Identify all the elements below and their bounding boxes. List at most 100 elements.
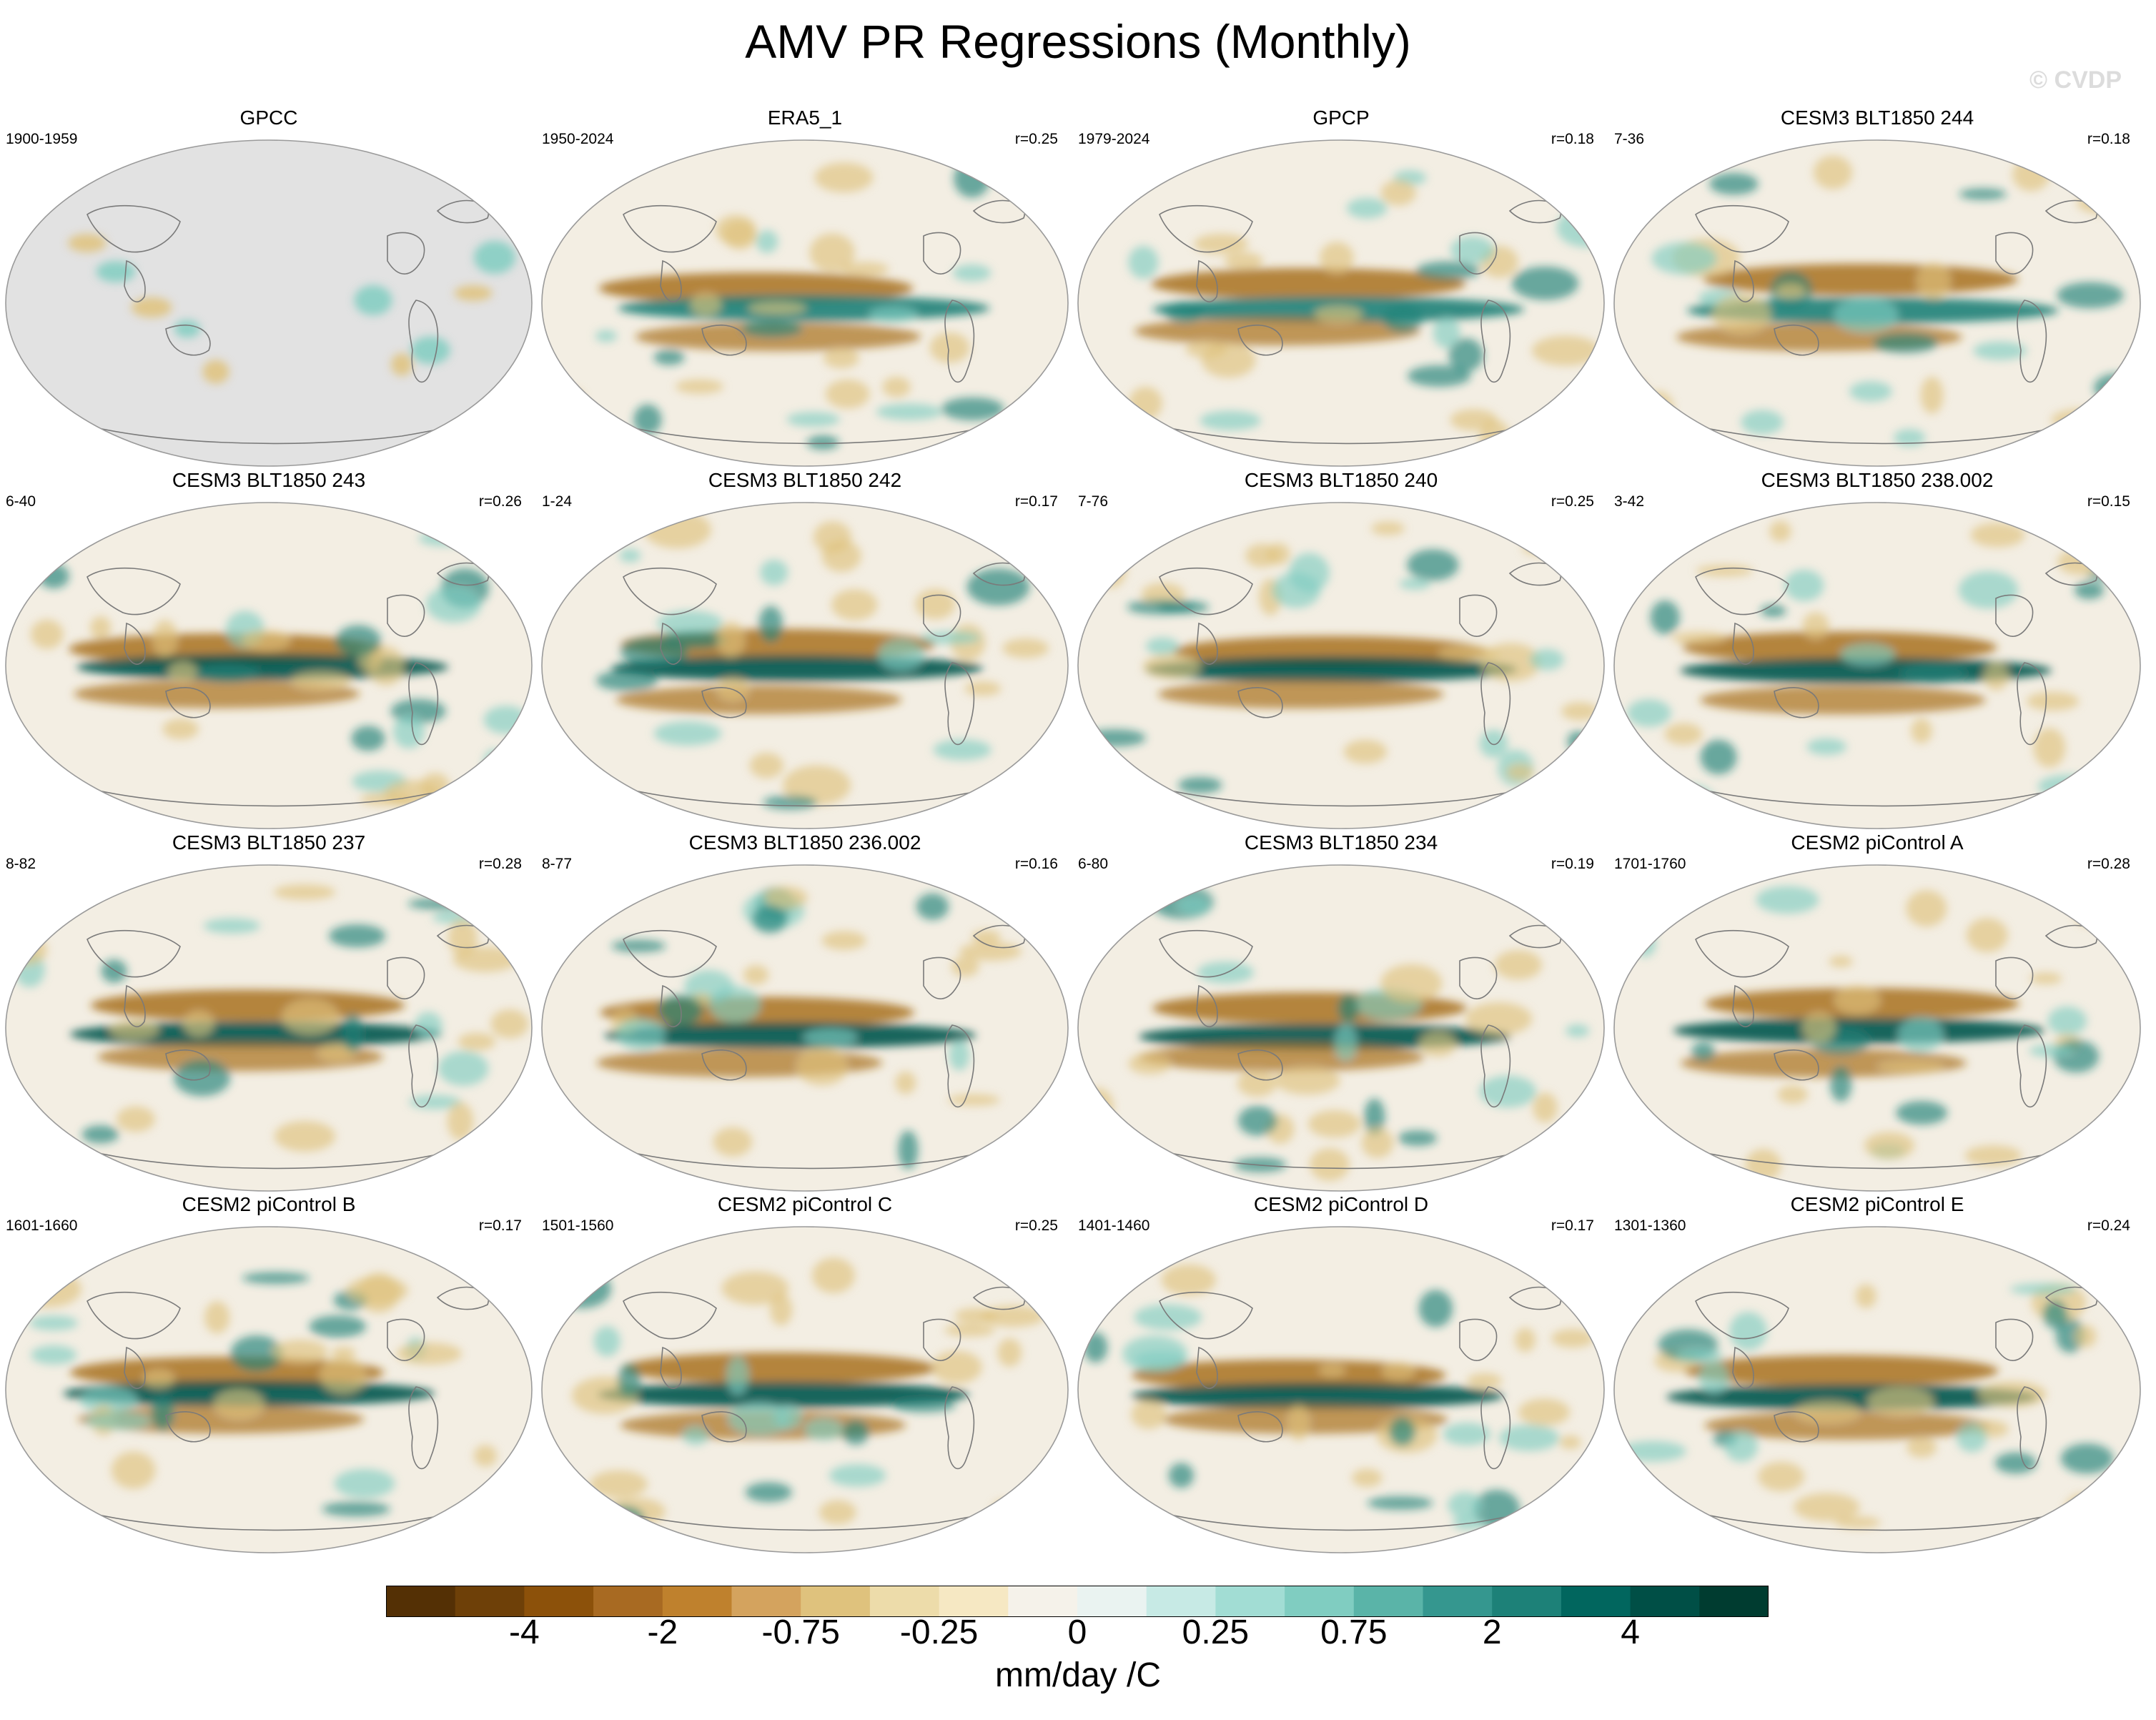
- coastline: [2017, 662, 2047, 746]
- anomaly-blob: [1466, 1373, 1503, 1388]
- anomaly-blob: [1794, 1400, 1861, 1424]
- panel-title: CESM3 BLT1850 243: [172, 469, 366, 491]
- panel-title: CESM2 piControl E: [1790, 1193, 1964, 1215]
- coastline: [1459, 232, 1498, 275]
- anomaly-blob: [1314, 305, 1363, 324]
- anomaly-blob: [657, 611, 723, 636]
- map-panel: CESM2 piControl A 1701-1760 r=0.28: [1610, 831, 2145, 1195]
- anomaly-blob: [1567, 731, 1590, 753]
- coastline: [408, 300, 439, 383]
- map-panel: GPCC 1900-1959: [1, 106, 536, 470]
- coastline: [1480, 1386, 1511, 1470]
- anomaly-blob: [1829, 955, 1853, 967]
- coastline: [1237, 1049, 1283, 1081]
- map-panel: CESM2 piControl B 1601-1660 r=0.17: [1, 1192, 536, 1557]
- panel-period: 1401-1460: [1078, 1217, 1150, 1234]
- anomaly-blob: [454, 285, 493, 301]
- anomaly-blob: [1337, 994, 1359, 1022]
- coastline: [1995, 1318, 2034, 1361]
- anomaly-blob: [783, 765, 851, 806]
- colorbar-swatch: [386, 1586, 456, 1617]
- coastline: [165, 1049, 211, 1081]
- anomaly-blob: [831, 589, 878, 621]
- anomaly-blob: [1830, 1066, 1852, 1102]
- anomaly-blob: [1920, 376, 1944, 414]
- panel-correlation: r=0.25: [1014, 131, 1058, 147]
- panel-title: CESM3 BLT1850 242: [708, 469, 902, 491]
- anomaly-blob: [882, 376, 911, 397]
- anomaly-blob: [241, 630, 291, 651]
- anomaly-blob: [1272, 572, 1321, 608]
- anomaly-blob: [309, 1315, 367, 1338]
- robinson-map: [1613, 864, 2141, 1192]
- map-border: [5, 502, 533, 829]
- anomaly-blob: [1381, 1362, 1416, 1380]
- anomaly-blob: [2047, 1006, 2087, 1036]
- anomaly-blob: [764, 886, 808, 909]
- coastline: [387, 1318, 425, 1361]
- anomaly-blob: [1128, 1052, 1172, 1074]
- coastline: [1732, 1346, 1754, 1389]
- anomaly-blob: [992, 1499, 1017, 1520]
- anomaly-blob: [1756, 886, 1819, 914]
- map-panel: CESM2 piControl C 1501-1560 r=0.25: [538, 1192, 1072, 1557]
- anomaly-blob: [1760, 605, 1786, 618]
- anomaly-blob: [31, 1345, 77, 1365]
- anomaly-blob: [1802, 1012, 1836, 1043]
- colorbar-units: mm/day /C: [994, 1656, 1162, 1694]
- anomaly-blob: [954, 159, 990, 198]
- anomaly-blob: [1898, 1017, 1944, 1052]
- map-border: [5, 1226, 533, 1553]
- dry-band: [1138, 1042, 1425, 1072]
- map-panel: CESM3 BLT1850 242 1-24 r=0.17: [538, 468, 1072, 833]
- coastline: [165, 687, 211, 718]
- coastline: [1196, 984, 1218, 1027]
- coastlines: [1144, 1286, 1575, 1531]
- coastline: [1508, 924, 1562, 949]
- anomaly-blob: [941, 397, 1004, 421]
- dry-band: [615, 685, 902, 714]
- anomaly-blob: [407, 898, 476, 910]
- anomaly-blob: [920, 631, 981, 645]
- dry-band: [1703, 263, 2019, 295]
- anomaly-blob: [1002, 638, 1049, 658]
- coastline: [387, 232, 425, 275]
- anomaly-blob: [745, 1482, 792, 1503]
- anomaly-blob: [1573, 395, 1598, 426]
- anomaly-blob: [1650, 600, 1680, 635]
- coastline: [623, 204, 717, 253]
- colorbar-tick: -0.75: [761, 1613, 840, 1651]
- wet-band: [1145, 656, 1518, 683]
- anomaly-blob: [322, 1501, 390, 1517]
- anomaly-blob: [396, 1343, 463, 1365]
- colorbar-tick: 2: [1482, 1613, 1502, 1651]
- coastline: [701, 1411, 747, 1443]
- anomaly-blob: [611, 939, 666, 953]
- coastline: [1196, 260, 1218, 302]
- anomaly-blob: [1318, 1364, 1346, 1377]
- anomaly-blob: [1855, 1284, 1876, 1308]
- anomaly-blob: [2086, 172, 2140, 205]
- anomaly-blob: [1084, 729, 1146, 747]
- anomaly-blob: [1361, 1127, 1394, 1158]
- dry-band: [1131, 1359, 1446, 1391]
- anomaly-blob: [633, 404, 662, 435]
- panel-period: 7-76: [1078, 493, 1109, 510]
- anomaly-blob: [1916, 262, 1952, 299]
- anomaly-blob: [1237, 1106, 1277, 1136]
- coastline: [623, 567, 717, 616]
- anomaly-blob: [2026, 691, 2080, 711]
- panel-correlation: r=0.28: [2087, 856, 2130, 872]
- anomaly-blob: [959, 941, 1022, 961]
- anomaly-blob: [756, 230, 778, 253]
- robinson-map: [541, 864, 1069, 1192]
- map-border: [1077, 864, 1605, 1192]
- colorbar-tick: 0.75: [1320, 1613, 1388, 1651]
- anomaly-blob: [335, 625, 381, 657]
- panel-correlation: r=0.28: [478, 856, 522, 872]
- anomaly-blob: [1566, 1024, 1590, 1037]
- anomaly-blob: [552, 1269, 612, 1309]
- anomaly-blob: [1769, 520, 1791, 543]
- anomaly-blob: [971, 929, 1002, 944]
- anomaly-blob: [90, 616, 112, 639]
